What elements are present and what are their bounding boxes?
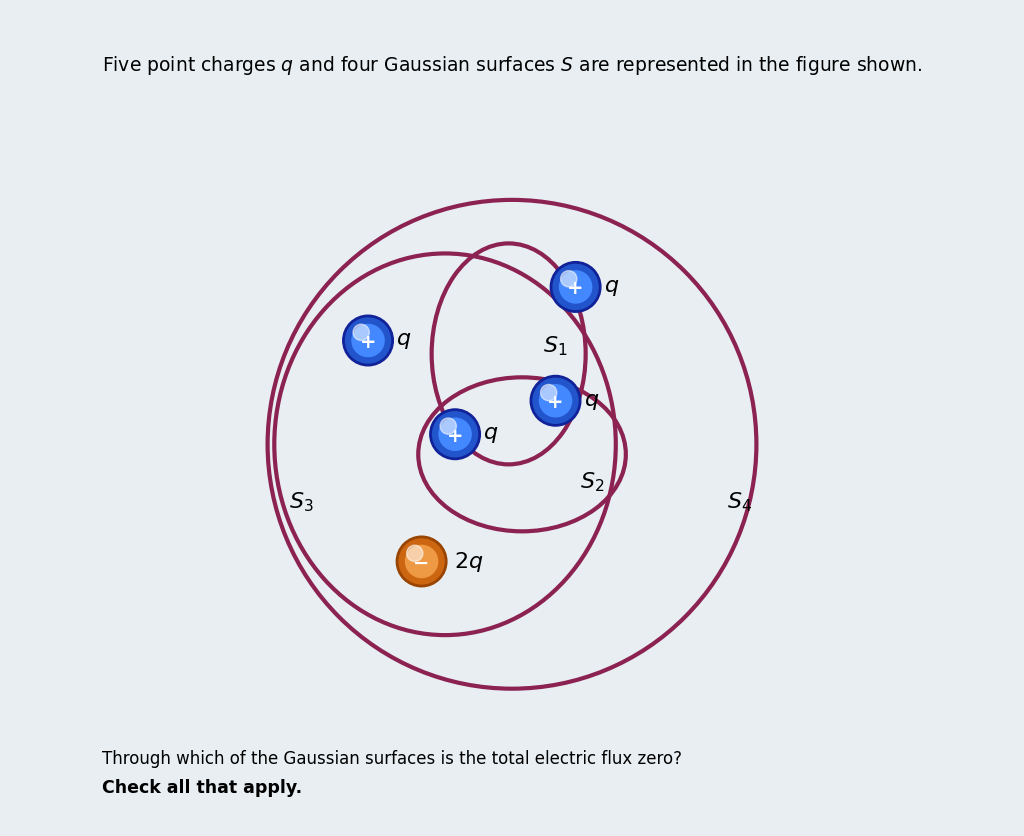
Text: $S_4$: $S_4$ <box>727 490 753 513</box>
Text: +: + <box>359 333 376 352</box>
Circle shape <box>534 379 578 424</box>
Circle shape <box>559 272 592 303</box>
Text: +: + <box>446 426 463 446</box>
Circle shape <box>439 419 471 451</box>
Text: Five point charges $q$ and four Gaussian surfaces $S$ are represented in the fig: Five point charges $q$ and four Gaussian… <box>101 54 923 77</box>
Circle shape <box>406 546 437 578</box>
Text: $q$: $q$ <box>483 425 499 445</box>
Text: $S_3$: $S_3$ <box>289 490 313 513</box>
Text: $q$: $q$ <box>604 278 620 298</box>
Circle shape <box>352 325 384 357</box>
Text: Through which of the Gaussian surfaces is the total electric flux zero?: Through which of the Gaussian surfaces i… <box>102 749 682 767</box>
Circle shape <box>541 385 557 401</box>
Text: $S_1$: $S_1$ <box>544 334 567 358</box>
Text: +: + <box>567 279 584 298</box>
Circle shape <box>343 316 393 366</box>
Circle shape <box>540 385 571 417</box>
Circle shape <box>553 265 598 310</box>
Text: −: − <box>414 553 430 573</box>
Circle shape <box>440 419 457 435</box>
Text: Check all that apply.: Check all that apply. <box>102 777 302 796</box>
Circle shape <box>399 539 444 584</box>
Text: $2q$: $2q$ <box>454 550 483 573</box>
Text: $q$: $q$ <box>396 331 412 351</box>
Circle shape <box>407 546 423 562</box>
Text: $q$: $q$ <box>584 391 599 411</box>
Circle shape <box>530 376 581 426</box>
Circle shape <box>345 319 390 364</box>
Text: $S_2$: $S_2$ <box>581 470 604 493</box>
Circle shape <box>430 410 480 460</box>
Circle shape <box>353 325 370 341</box>
Text: +: + <box>547 393 564 412</box>
Circle shape <box>560 272 577 288</box>
Circle shape <box>432 412 477 457</box>
Circle shape <box>550 263 601 313</box>
Circle shape <box>396 537 446 587</box>
